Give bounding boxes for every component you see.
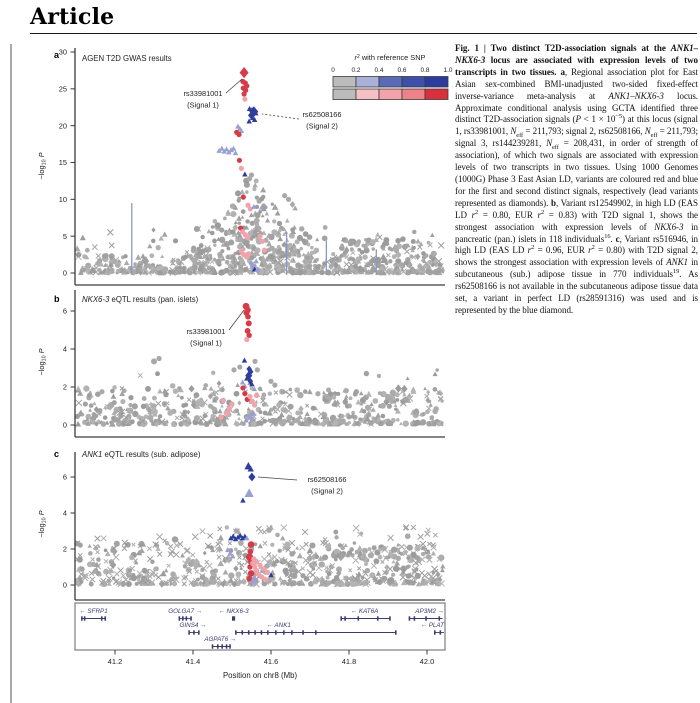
panel-a-title: AGEN T2D GWAS results [82,54,172,63]
panel-b-y-ticks: 0 2 4 6 [63,307,75,430]
gene-label-NKX6-3: ← NKX6-3 [219,608,250,615]
panel-c-background-points [74,524,446,588]
svg-text:rs33981001: rs33981001 [186,327,225,336]
svg-text:rs62508166: rs62508166 [307,475,346,484]
panel-c-signal-points [224,462,286,586]
lead-variant-diamond-a [239,67,249,79]
svg-text:0.6: 0.6 [398,67,407,74]
panel-letter-a: a [54,50,60,60]
svg-text:41.2: 41.2 [108,657,122,666]
svg-text:(Signal 1): (Signal 1) [187,101,219,110]
svg-text:0.4: 0.4 [375,67,384,74]
gene-NKX6-3: ← NKX6-3 [219,608,250,621]
panel-a-y-ticks: 0 5 10 15 20 25 30 [59,48,75,278]
figure-caption: Fig. 1 | Two distinct T2D-association si… [455,43,698,315]
gene-AP3M2: AP3M2 → [408,608,444,621]
annotation-rs62508166-a: rs62508166 (Signal 2) [261,110,342,131]
svg-text:(Signal 2): (Signal 2) [306,122,338,131]
svg-text:2: 2 [63,383,67,392]
header-rule [30,33,697,35]
gene-KAT6A: ← KAT6A [340,608,391,621]
lead-variant-diamond-c [248,472,256,482]
panel-a-spikes [131,203,377,275]
svg-text:10: 10 [59,195,67,204]
gene-label-KAT6A: ← KAT6A [351,608,379,615]
page-edge-line [10,44,12,703]
ld-legend: r2​ with reference SNP 0 0.2 0.4 0.6 0.8 1.0 [331,53,453,100]
annotation-rs62508166-c: rs62508166 (Signal 2) [257,475,347,496]
svg-text:4: 4 [63,345,67,354]
legend-title: r2​ with reference SNP [355,53,426,62]
gene-GOLGA7: GOLGA7 → [168,608,202,621]
panel-b-background-points [74,368,444,428]
gene-track: ← SFRP1 GOLGA7 → ← NKX6-3 ← KAT6A AP3M2 → GIN… [74,602,446,651]
svg-text:0: 0 [63,421,67,430]
svg-text:41.8: 41.8 [342,657,356,666]
svg-text:15: 15 [59,158,67,167]
x-axis-label: Position on chr8 (Mb) [223,671,298,680]
svg-text:30: 30 [59,48,67,57]
svg-text:42.0: 42.0 [420,657,434,666]
gene-GINS4: GINS4 → [180,622,207,635]
svg-text:41.4: 41.4 [186,657,200,666]
panel-letter-c: c [54,449,59,459]
svg-text:rs62508166: rs62508166 [302,110,341,119]
panel-letter-b: b [54,294,60,304]
panel-b-y-axis-label: −log10 P [37,348,48,375]
panel-c-title: ANK1 eQTL results (sub. adipose) [81,450,201,459]
gene-SFRP1: ← SFRP1 [79,608,108,621]
panel-a-plot: 0 5 10 15 20 25 30 −log10 P AGEN T2D GWAS result… [37,48,445,286]
panel-c-plot: 0 2 4 6 −log10 P ANK1 eQTL results (sub. adip… [37,449,446,601]
gene-label-PLAT: ← PLAT [421,622,445,629]
x-axis: 41.2 41.4 41.6 41.8 42.0 Position on chr8 (Mb… [108,650,434,680]
annotation-rs33981001-b: rs33981001 (Signal 1) [186,309,245,348]
panel-a-background-points [73,177,445,277]
svg-text:20: 20 [59,121,67,130]
panel-b-title: NKX6-3 eQTL results (pan. islets) [82,295,199,304]
annotation-rs33981001-a: rs33981001 (Signal 1) [183,78,243,110]
article-header: Article [30,4,115,30]
svg-text:5: 5 [63,232,67,241]
panel-b-plot: 0 2 4 6 −log10 P NKX6-3 eQTL results (pan. is… [37,290,445,438]
gene-ANK1: ← ANK1 [235,622,397,635]
svg-text:0: 0 [63,269,67,278]
svg-text:1.0: 1.0 [444,67,453,74]
gene-label-SFRP1: ← SFRP1 [79,608,107,615]
gene-AGPAT6: AGPAT6 → [203,636,236,649]
gene-label-ANK1: ← ANK1 [267,622,291,629]
gene-label-AGPAT6: AGPAT6 → [203,636,236,643]
svg-text:6: 6 [63,473,67,482]
svg-text:0.8: 0.8 [421,67,430,74]
gene-label-GINS4: GINS4 → [180,622,207,629]
svg-text:0: 0 [331,67,335,74]
panel-a-signal-points [216,67,298,275]
svg-text:25: 25 [59,84,67,93]
svg-text:rs33981001: rs33981001 [183,89,222,98]
panel-c-y-ticks: 0 2 4 6 [63,473,75,590]
svg-text:(Signal 2): (Signal 2) [311,487,343,496]
svg-text:2: 2 [63,545,67,554]
panel-b-signal-points [151,302,278,423]
gene-label-AP3M2: AP3M2 → [414,608,444,615]
panel-a-y-axis-label: −log10 P [37,152,48,179]
svg-text:4: 4 [63,509,67,518]
svg-text:0: 0 [63,581,67,590]
svg-text:41.6: 41.6 [264,657,278,666]
svg-text:(Signal 1): (Signal 1) [190,339,222,348]
svg-text:6: 6 [63,307,67,316]
svg-text:0.2: 0.2 [352,67,361,74]
gene-label-GOLGA7: GOLGA7 → [168,608,202,615]
gene-PLAT: ← PLAT [421,622,445,635]
panel-c-y-axis-label: −log10 P [37,510,48,537]
